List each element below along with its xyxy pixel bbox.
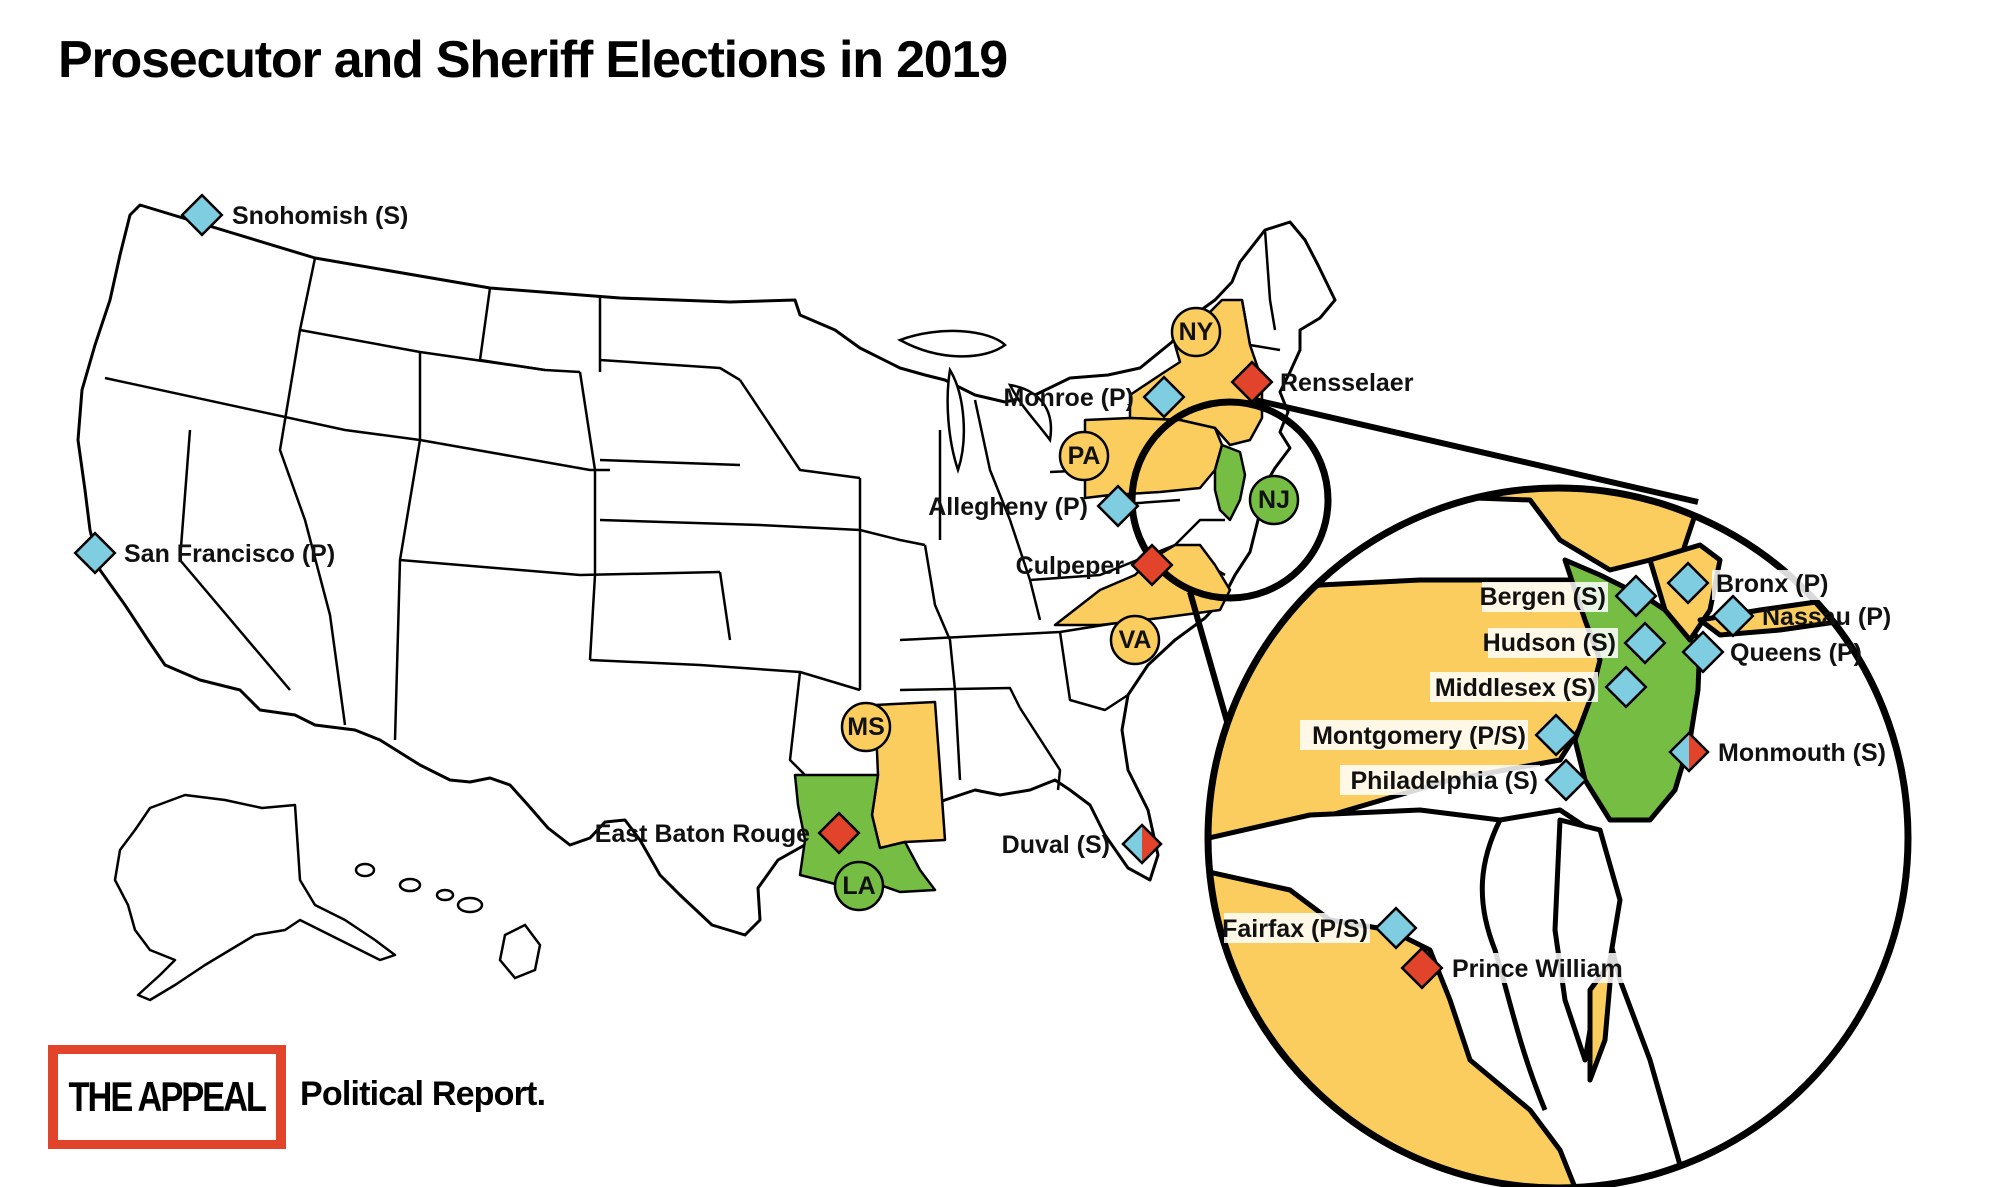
svg-text:Philadelphia (S): Philadelphia (S) [1350,767,1538,795]
marker-rensselaer[interactable]: Rensselaer [1230,360,1414,404]
state-badge-la: LA [833,860,885,912]
marker-culpeper[interactable]: Culpeper [1016,543,1174,587]
map-title: Prosecutor and Sheriff Elections in 2019 [58,31,1008,89]
marker-allegheny[interactable]: Allegheny (P) [928,484,1140,528]
marker-philadelphia[interactable]: Philadelphia (S) [1340,758,1588,802]
alaska [113,793,397,1002]
svg-text:Monroe (P): Monroe (P) [1003,384,1134,412]
state-badges: NY PA VA MS NJ LA [833,306,1300,912]
state-nj [1213,443,1247,522]
election-markers: Snohomish (S) San Francisco (P) Monroe (… [73,193,1414,865]
marker-bronx[interactable]: Bronx (P) [1666,561,1829,605]
state-badge-ny: NY [1170,306,1222,358]
svg-text:Bergen (S): Bergen (S) [1480,583,1606,611]
svg-text:Culpeper: Culpeper [1016,552,1125,580]
logo-tagline: Political Report. [300,1075,546,1113]
svg-text:Monmouth (S): Monmouth (S) [1718,739,1886,767]
svg-text:Fairfax (P/S): Fairfax (P/S) [1222,915,1368,943]
svg-text:Allegheny (P): Allegheny (P) [928,493,1088,521]
inset-election-markers: Bergen (S) Bronx (P) Nassau (P) Hudson (… [1222,561,1891,990]
state-badge-pa: PA [1058,430,1110,482]
svg-text:Queens (P): Queens (P) [1730,639,1862,667]
marker-montgomery[interactable]: Montgomery (P/S) [1300,713,1578,757]
marker-duval[interactable]: Duval (S) [1002,823,1163,865]
marker-middlesex[interactable]: Middlesex (S) [1430,665,1648,709]
marker-san-francisco[interactable]: San Francisco (P) [73,531,335,575]
svg-text:Nassau (P): Nassau (P) [1762,603,1891,631]
marker-monroe[interactable]: Monroe (P) [1003,375,1186,419]
logo-frame: THE APPEAL [58,1054,276,1140]
svg-text:San Francisco (P): San Francisco (P) [124,540,335,568]
svg-text:Rensselaer: Rensselaer [1280,369,1414,397]
state-va [1053,543,1232,627]
svg-text:East Baton Rouge: East Baton Rouge [595,820,810,848]
logo-name: THE APPEAL [68,1073,267,1120]
svg-text:Hudson (S): Hudson (S) [1483,629,1616,657]
svg-text:LA: LA [842,872,875,900]
svg-text:Snohomish (S): Snohomish (S) [232,202,408,230]
state-badge-ms: MS [840,701,892,753]
the-appeal-logo: THE APPEAL [48,1045,286,1149]
state-badge-nj: NJ [1248,474,1300,526]
svg-text:Bronx (P): Bronx (P) [1716,570,1829,598]
svg-text:Montgomery (P/S): Montgomery (P/S) [1312,722,1526,750]
marker-queens[interactable]: Queens (P) [1681,630,1862,674]
svg-text:Prince William: Prince William [1452,955,1623,983]
marker-nassau[interactable]: Nassau (P) [1711,594,1891,638]
us-mainland-outline [76,203,1337,937]
svg-text:Duval (S): Duval (S) [1002,831,1110,859]
marker-east-baton-rouge[interactable]: East Baton Rouge [595,811,861,855]
marker-snohomish[interactable]: Snohomish (S) [180,193,408,237]
hawaii [354,862,542,980]
svg-text:VA: VA [1119,626,1152,654]
svg-text:NY: NY [1179,318,1214,346]
marker-bergen[interactable]: Bergen (S) [1480,574,1658,618]
marker-prince-william[interactable]: Prince William [1400,946,1632,990]
state-la [793,773,937,894]
svg-text:Middlesex (S): Middlesex (S) [1435,674,1596,702]
svg-text:PA: PA [1068,442,1101,470]
marker-fairfax[interactable]: Fairfax (P/S) [1222,906,1418,950]
highlighted-states [793,298,1264,894]
marker-hudson[interactable]: Hudson (S) [1483,621,1667,665]
svg-text:MS: MS [847,713,885,741]
svg-text:NJ: NJ [1258,486,1290,514]
marker-monmouth[interactable]: Monmouth (S) [1668,731,1886,773]
state-badge-va: VA [1109,614,1161,666]
